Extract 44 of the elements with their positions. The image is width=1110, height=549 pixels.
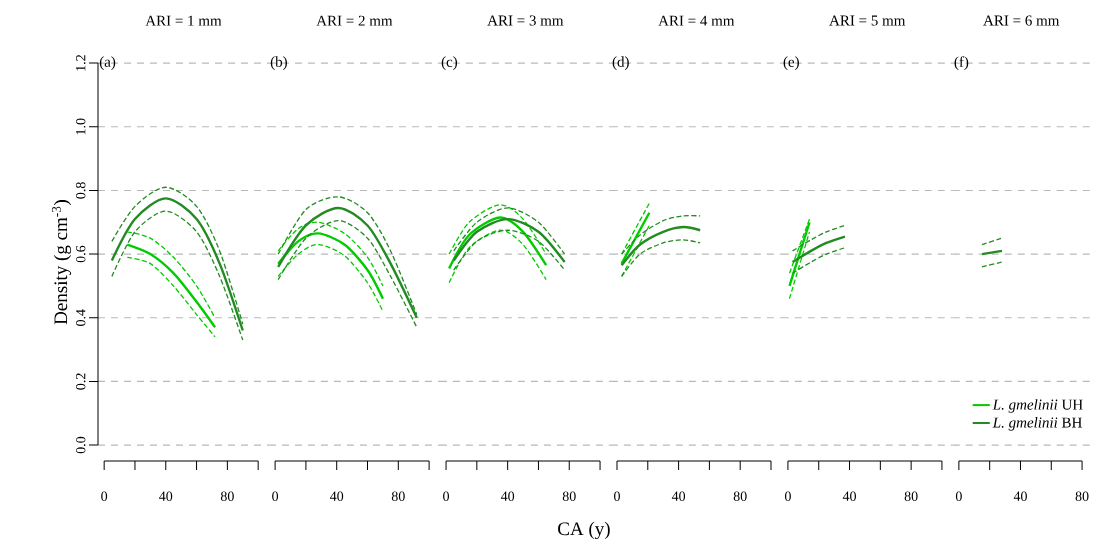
x-tick-label: 0 [614, 491, 620, 501]
x-tick-label: 80 [733, 491, 747, 501]
y-axis-title: Density (g cm$^{-3}$) [51, 200, 72, 325]
y-tick-label: 0.6 [75, 245, 86, 263]
chart-title: ARI = 2 mm [316, 15, 393, 26]
line-series [126, 243, 217, 329]
x-tick-label: 80 [1075, 491, 1089, 501]
y-tick-label: 0.8 [75, 182, 86, 199]
x-tick-label: 0 [955, 491, 962, 501]
y-tick-label: 0.2 [75, 373, 86, 390]
x-tick-label: 40 [159, 491, 173, 501]
x-axis-title: CA (y) [558, 521, 610, 540]
annotation: (a) [99, 56, 116, 70]
legend-label: L. gmelinii BH [992, 417, 1082, 431]
x-tick-label: 40 [329, 491, 344, 501]
legend-label: L. gmelinii UH [992, 399, 1083, 413]
x-tick-label: 40 [671, 491, 686, 501]
x-tick-label: 80 [904, 491, 918, 501]
x-tick-label: 40 [842, 491, 856, 501]
annotation: (e) [783, 56, 799, 70]
x-tick-label: 0 [443, 491, 450, 501]
x-tick-label: 80 [562, 491, 576, 501]
y-tick-label: 1.0 [75, 118, 86, 135]
chart-title: ARI = 3 mm [487, 15, 564, 26]
x-tick-label: 80 [391, 491, 405, 501]
x-tick-label: 40 [1013, 491, 1027, 501]
chart-title: ARI = 4 mm [658, 15, 735, 26]
y-tick-label: 0.4 [75, 309, 86, 326]
annotation: (d) [612, 56, 629, 70]
x-tick-label: 0 [272, 491, 279, 501]
line-series [126, 256, 216, 338]
x-tick-label: 80 [220, 491, 234, 501]
x-tick-label: 40 [500, 491, 515, 501]
y-tick-label: 1.2 [76, 55, 86, 71]
x-tick-label: 0 [101, 491, 108, 501]
annotation: (c) [441, 56, 458, 70]
x-tick-label: 0 [784, 491, 791, 501]
line-series [126, 231, 216, 319]
chart-title: ARI = 6 mm [983, 15, 1060, 26]
annotation: (b) [270, 56, 287, 70]
chart-title: ARI = 5 mm [829, 15, 906, 26]
y-tick-label: 0.0 [75, 436, 86, 454]
annotation: (f) [954, 56, 969, 70]
chart-title: ARI = 1 mm [145, 15, 222, 26]
